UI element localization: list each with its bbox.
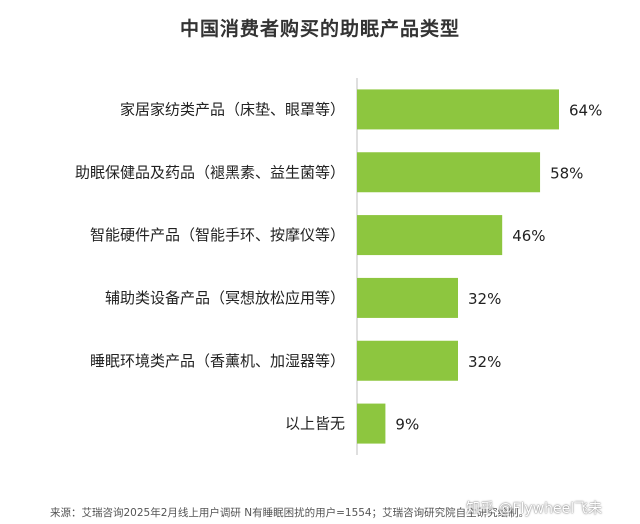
data-label: 9% (395, 416, 419, 434)
data-label: 58% (550, 164, 583, 182)
watermark: 知乎 @Flywheel飞未 (466, 501, 603, 517)
category-label: 助眠保健品及药品（褪黑素、益生菌等） (75, 163, 345, 181)
bar (357, 152, 541, 193)
data-label: 46% (512, 227, 545, 245)
category-label: 以上皆无 (285, 415, 345, 433)
data-label: 32% (468, 353, 501, 371)
data-label: 32% (468, 290, 501, 308)
source-footnote: 来源：艾瑞咨询2025年2月线上用户调研 N有睡眠困扰的用户=1554；艾瑞咨询… (50, 507, 530, 519)
bar (357, 277, 458, 318)
category-label: 智能硬件产品（智能手环、按摩仪等） (90, 226, 345, 244)
category-label: 睡眠环境类产品（香薰机、加湿器等） (90, 352, 345, 370)
bar (357, 215, 503, 256)
data-label: 64% (569, 101, 602, 119)
chart-title: 中国消费者购买的助眠产品类型 (179, 18, 460, 40)
bar (357, 89, 559, 130)
category-label: 家居家纺类产品（床垫、眼罩等） (120, 100, 345, 118)
bar (357, 340, 458, 381)
category-label: 辅助类设备产品（冥想放松应用等） (105, 289, 345, 307)
bar (357, 403, 386, 444)
